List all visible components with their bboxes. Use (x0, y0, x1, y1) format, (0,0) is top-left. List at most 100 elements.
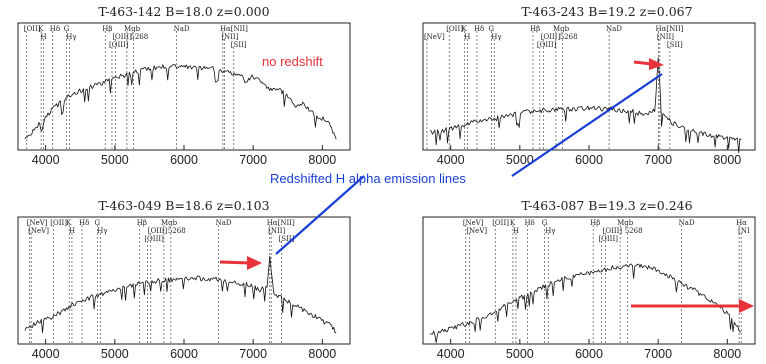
spectrum-line (24, 64, 337, 140)
panel-title: T-463-049 B=18.6 z=0.103 (98, 198, 269, 213)
x-tick-label: 6000 (170, 347, 198, 361)
callout-pointer-upper (511, 73, 663, 177)
spectrum-panel: T-463-049 B=18.6 z=0.103 [NeV][NeV][OII] K… (17, 198, 351, 361)
line-label: K (66, 219, 72, 227)
x-tick-label: 4000 (437, 347, 465, 361)
line-label: Mgb (161, 219, 178, 227)
x-tick-label: 7000 (644, 153, 672, 167)
line-label: Hβ (137, 219, 147, 227)
line-label: Hα[NII] (656, 25, 684, 33)
line-label: [NII] (221, 33, 238, 41)
line-label: Hβ (530, 25, 540, 33)
x-tick-label: 6000 (575, 347, 603, 361)
line-label: NaD (174, 25, 190, 33)
line-label: Hδ (79, 219, 89, 227)
redshift-callout: Redshifted H alpha emission lines (270, 171, 466, 186)
line-label: K (510, 219, 516, 227)
line-label: [OIII] (144, 235, 164, 243)
x-tick-label: 5000 (101, 347, 129, 361)
line-label: [OIII] (603, 227, 623, 235)
panel-title: T-463-243 B=19.2 z=0.067 (521, 4, 692, 19)
line-label: [OII] (50, 219, 67, 227)
line-label: [NeV] (424, 33, 445, 41)
plot-frame (422, 22, 756, 151)
line-label: H (513, 227, 519, 235)
line-label: G (95, 219, 101, 227)
line-label: Mgb (617, 219, 634, 227)
line-label: [NeV] (27, 219, 48, 227)
callout-pointer-lower (275, 175, 365, 255)
x-tick-label: 8000 (308, 347, 336, 361)
x-tick-label: 5000 (506, 347, 534, 361)
x-tick-label: 5000 (506, 153, 534, 167)
arrow-upper-right (633, 58, 664, 70)
line-label: Hα[NII] (267, 219, 295, 227)
line-label: 5268 (625, 227, 643, 235)
x-tick-label: 4000 (437, 153, 465, 167)
spectrum-line (429, 263, 742, 343)
line-label: Hα (736, 219, 747, 227)
line-label: [OIII] (598, 235, 618, 243)
line-label: [NeV] (463, 219, 484, 227)
line-label: [OIII] (109, 41, 129, 49)
line-label: Hδ (50, 25, 60, 33)
plot-frame (422, 216, 756, 345)
line-label: NaD (216, 219, 232, 227)
line-label: [NII] (268, 227, 285, 235)
panel-title: T-463-087 B=19.3 z=0.246 (521, 198, 692, 213)
line-label: H (69, 227, 75, 235)
plot-frame (17, 22, 351, 151)
x-tick-label: 6000 (170, 153, 198, 167)
line-label: Hγ (545, 227, 555, 235)
line-label: H (464, 33, 470, 41)
line-label: H (41, 33, 47, 41)
line-label: K (462, 25, 468, 33)
line-label: G (64, 25, 70, 33)
line-label: Hδ (474, 25, 484, 33)
x-tick-label: 6000 (575, 153, 603, 167)
line-label: [OIII] (112, 33, 132, 41)
x-tick-label: 5000 (101, 153, 129, 167)
line-label: G (542, 219, 548, 227)
line-label: Hγ (66, 33, 76, 41)
x-tick-label: 8000 (713, 347, 741, 361)
line-label: Hβ (590, 219, 600, 227)
line-label: [OII] (446, 25, 463, 33)
line-label: [OII] (492, 219, 509, 227)
line-label: Hα[NII] (220, 25, 248, 33)
arrow-lower-left (219, 256, 262, 270)
line-label: [NII] (657, 33, 674, 41)
x-tick-label: 4000 (32, 153, 60, 167)
line-label: [NI (738, 227, 750, 235)
line-label: [OIII] (541, 33, 561, 41)
line-label: [OIII] (537, 41, 557, 49)
line-label: [SII] (231, 41, 247, 49)
x-tick-label: 8000 (308, 153, 336, 167)
line-label: Hδ (524, 219, 534, 227)
line-label: [NeV] (466, 227, 487, 235)
spectrum-panel: T-463-243 B=19.2 z=0.067 [OII][NeV] KH Hδ Hγ… (422, 4, 756, 167)
spectrum-line (429, 57, 742, 154)
line-label: 5268 (560, 33, 578, 41)
line-label: Hγ (491, 33, 501, 41)
line-label: [OIII] (148, 227, 168, 235)
x-tick-label: 4000 (32, 347, 60, 361)
line-label: [NeV] (28, 227, 49, 235)
line-label: Hβ (102, 25, 112, 33)
spectrum-panel: T-463-087 B=19.3 z=0.246 [NeV][NeV] [OII] K… (422, 198, 756, 361)
panel-title: T-463-142 B=18.0 z=0.000 (98, 4, 269, 19)
x-tick-label: 7000 (239, 153, 267, 167)
line-label: Mgb (124, 25, 141, 33)
line-label: 5268 (168, 227, 186, 235)
line-label: NaD (606, 25, 622, 33)
x-tick-label: 7000 (644, 347, 672, 361)
x-tick-label: 8000 (713, 153, 741, 167)
line-label: K (38, 25, 44, 33)
line-label: [OII] (24, 25, 41, 33)
line-label: [SII] (279, 235, 295, 243)
line-label: NaD (679, 219, 695, 227)
line-label: G (488, 25, 494, 33)
line-label: 5268 (130, 33, 148, 41)
